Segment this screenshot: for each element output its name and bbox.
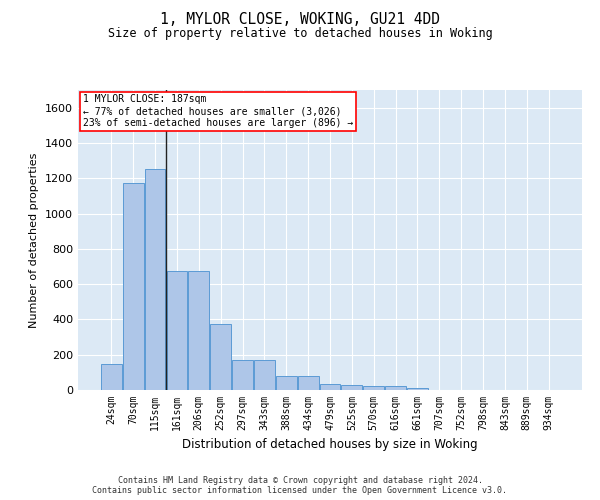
Bar: [341, 384, 362, 390]
Text: 1 MYLOR CLOSE: 187sqm
← 77% of detached houses are smaller (3,026)
23% of semi-d: 1 MYLOR CLOSE: 187sqm ← 77% of detached …: [83, 94, 353, 128]
Text: Contains HM Land Registry data © Crown copyright and database right 2024.
Contai: Contains HM Land Registry data © Crown c…: [92, 476, 508, 495]
Bar: [385, 386, 406, 390]
Bar: [320, 384, 340, 390]
Bar: [123, 182, 143, 390]
X-axis label: Distribution of detached houses by size in Woking: Distribution of detached houses by size …: [182, 438, 478, 452]
Bar: [298, 376, 319, 390]
Bar: [101, 364, 122, 390]
Bar: [407, 388, 428, 390]
Bar: [276, 376, 296, 390]
Bar: [254, 360, 275, 390]
Text: 1, MYLOR CLOSE, WOKING, GU21 4DD: 1, MYLOR CLOSE, WOKING, GU21 4DD: [160, 12, 440, 28]
Bar: [145, 168, 166, 390]
Y-axis label: Number of detached properties: Number of detached properties: [29, 152, 40, 328]
Bar: [364, 386, 384, 390]
Text: Size of property relative to detached houses in Woking: Size of property relative to detached ho…: [107, 28, 493, 40]
Bar: [210, 324, 231, 390]
Bar: [232, 360, 253, 390]
Bar: [188, 271, 209, 390]
Bar: [167, 271, 187, 390]
